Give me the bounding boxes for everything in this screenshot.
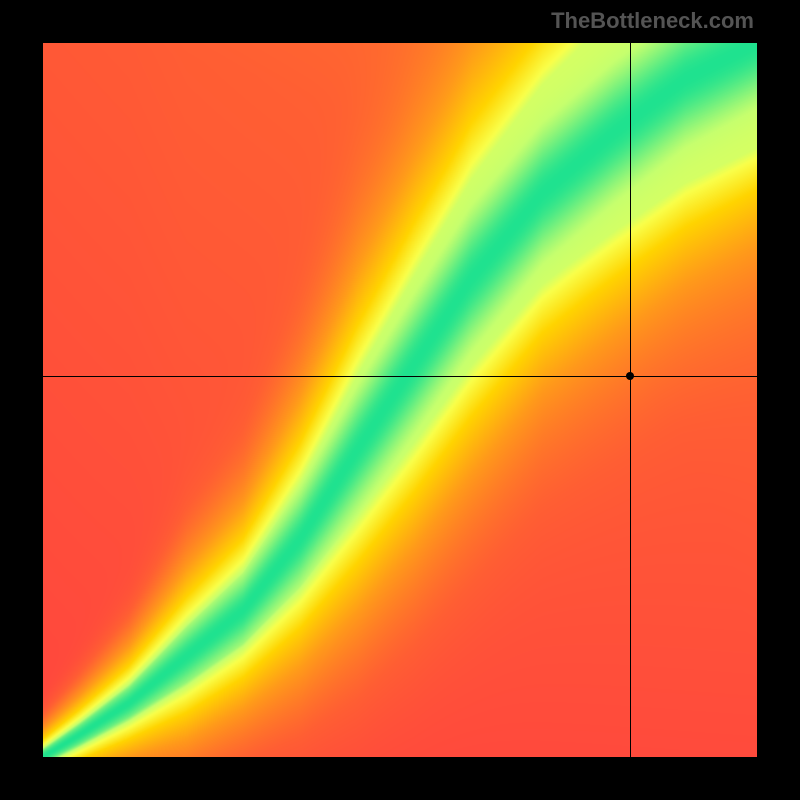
crosshair-horizontal <box>43 376 757 377</box>
chart-frame: TheBottleneck.com <box>0 0 800 800</box>
watermark-text: TheBottleneck.com <box>551 8 754 34</box>
heatmap-canvas <box>43 43 757 757</box>
heatmap-plot <box>43 43 757 757</box>
crosshair-vertical <box>630 43 631 757</box>
crosshair-dot <box>626 372 634 380</box>
